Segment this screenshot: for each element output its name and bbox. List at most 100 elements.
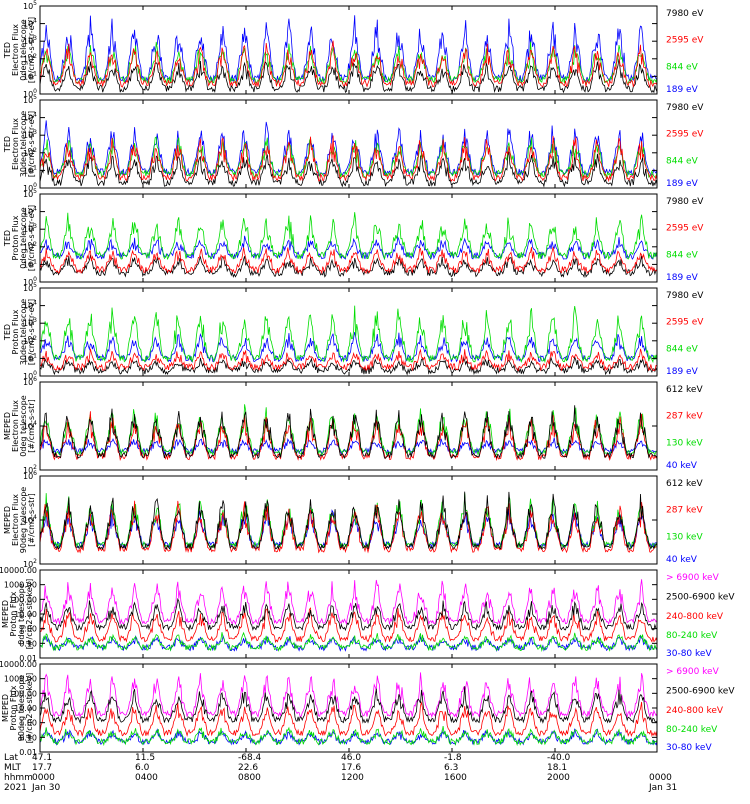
legend-entry: 612 keV bbox=[666, 385, 703, 395]
legend-entry: 30-80 keV bbox=[666, 743, 712, 753]
orbit-mlt-value: 6.3 bbox=[444, 763, 458, 773]
series-line-80-240-kev bbox=[39, 726, 658, 747]
y-axis-label-line: MEPED bbox=[3, 506, 12, 534]
y-tick-label: 10000.00 bbox=[0, 660, 37, 669]
plot-frame bbox=[39, 287, 658, 377]
y-axis-label-line: 0deg telescope bbox=[17, 583, 26, 644]
y-tick-label: 10.00 bbox=[14, 704, 37, 713]
y-tick-label: 10000.00 bbox=[0, 566, 37, 575]
legend-entry: 7980 eV bbox=[666, 103, 704, 113]
y-axis-label-line: TED bbox=[3, 136, 12, 153]
series-line-2595-ev bbox=[39, 135, 658, 183]
y-axis-label-line: [#/cm2-s-str-eV] bbox=[27, 17, 36, 83]
y-tick-label: 100 bbox=[23, 276, 37, 287]
legend-entry: 30-80 keV bbox=[666, 649, 712, 659]
series-line-844-ev bbox=[39, 41, 658, 85]
legend-entry: 240-800 keV bbox=[666, 612, 724, 622]
legend-entry: 2595 eV bbox=[666, 130, 704, 140]
panel-5: 102 104 106 MEPED Electron Flux 0deg telescop… bbox=[3, 376, 703, 475]
series-line-30-80-kev bbox=[39, 634, 658, 653]
orbit-hhmm-value: 0800 bbox=[238, 773, 261, 783]
y-tick-label: 100 bbox=[23, 88, 37, 99]
y-axis-label-line: 30deg telescope bbox=[19, 299, 28, 366]
orbit-lat-value: -40.0 bbox=[547, 753, 571, 763]
legend-entry: 189 eV bbox=[666, 367, 699, 377]
y-tick-label: 1.00 bbox=[19, 625, 37, 634]
y-axis-label-line: [#/cm2-s-str-eV] bbox=[27, 205, 36, 271]
legend-entry: 40 keV bbox=[666, 555, 698, 565]
y-tick-label: 0.10 bbox=[19, 639, 37, 648]
legend-entry: 130 keV bbox=[666, 532, 703, 542]
legend-entry: 2595 eV bbox=[666, 36, 704, 46]
y-tick-label: 100 bbox=[23, 182, 37, 193]
y-tick-label: 104 bbox=[23, 18, 37, 29]
y-tick-label: 101 bbox=[23, 258, 37, 269]
y-axis-label-line: Proton Flux bbox=[11, 309, 20, 354]
series-line-189-ev bbox=[39, 120, 658, 177]
y-axis-label-line: MEPED bbox=[1, 694, 10, 722]
series-line-2595-ev bbox=[39, 246, 658, 275]
legend-entry: 287 keV bbox=[666, 506, 703, 516]
y-tick-label: 101 bbox=[23, 164, 37, 175]
y-axis-label-line: MEPED bbox=[3, 412, 12, 440]
legend-entry: 2595 eV bbox=[666, 224, 704, 234]
y-tick-label: 1.00 bbox=[19, 719, 37, 728]
y-axis-label-line: 30deg telescope bbox=[19, 111, 28, 178]
legend-entry: 2500-6900 keV bbox=[666, 686, 735, 696]
panel-3: 100 101 102 103 104 105 TED Proton Flux 0deg tel… bbox=[3, 188, 704, 287]
legend-entry: 844 eV bbox=[666, 156, 699, 166]
orbit-hhmm-value: 2000 bbox=[547, 773, 570, 783]
y-axis-label-line: TED bbox=[3, 42, 12, 59]
y-axis-label-line: 0deg telescope bbox=[19, 395, 28, 456]
orbit-mlt-value: 6.0 bbox=[135, 763, 150, 773]
orbit-hhmm-value: 0000 bbox=[649, 773, 672, 783]
y-axis-label-line: [#/cm2-s-str-eV] bbox=[27, 111, 36, 177]
orbit-mlt-value: 18.1 bbox=[547, 763, 567, 773]
legend-entry: 287 keV bbox=[666, 412, 703, 422]
y-tick-label: 105 bbox=[23, 282, 37, 293]
legend-entry: 189 eV bbox=[666, 179, 699, 189]
orbit-lat-value: -1.8 bbox=[444, 753, 462, 763]
legend-entry: 844 eV bbox=[666, 62, 699, 72]
y-axis-label-line: TED bbox=[3, 324, 12, 341]
legend-entry: > 6900 keV bbox=[666, 573, 720, 583]
y-tick-label: 104 bbox=[23, 206, 37, 217]
y-axis-label-line: Proton Flux bbox=[9, 591, 18, 636]
y-axis-label-line: [#/cm2-s-str] bbox=[27, 493, 36, 546]
series-line-130-kev bbox=[39, 493, 658, 549]
y-axis-label-line: 90deg telescope bbox=[19, 487, 28, 554]
series-line-612-kev bbox=[39, 405, 658, 460]
y-tick-label: 103 bbox=[23, 317, 37, 328]
legend-entry: 189 eV bbox=[666, 85, 699, 95]
series-line-2595-ev bbox=[39, 348, 658, 372]
y-tick-label: 101 bbox=[23, 352, 37, 363]
y-tick-label: 104 bbox=[23, 112, 37, 123]
y-tick-label: 106 bbox=[23, 470, 37, 481]
legend-entry: 2500-6900 keV bbox=[666, 592, 735, 602]
y-tick-label: 0.01 bbox=[19, 748, 37, 757]
y-tick-label: 10.00 bbox=[14, 610, 37, 619]
legend-entry: 844 eV bbox=[666, 250, 699, 260]
y-tick-label: 100.00 bbox=[9, 595, 37, 604]
panel-6: 102 104 106 MEPED Electron Flux 90deg telesco… bbox=[3, 470, 703, 569]
legend-entry: 7980 eV bbox=[666, 197, 704, 207]
legend-entry: 80-240 keV bbox=[666, 725, 718, 735]
legend-entry: 844 eV bbox=[666, 344, 699, 354]
y-tick-label: 103 bbox=[23, 35, 37, 46]
y-tick-label: 103 bbox=[23, 223, 37, 234]
y-axis-label-line: 90deg telescope bbox=[17, 675, 26, 742]
y-tick-label: 1000.00 bbox=[4, 581, 37, 590]
y-tick-label: 0.10 bbox=[19, 733, 37, 742]
series-line-2500-6900-kev bbox=[39, 597, 658, 632]
legend-entry: 7980 eV bbox=[666, 291, 704, 301]
orbit-hhmm-value: 1200 bbox=[341, 773, 364, 783]
y-tick-label: 102 bbox=[23, 147, 37, 158]
orbit-row-label: Lat bbox=[4, 753, 19, 763]
panel-2: 100 101 102 103 104 105 TED Electron Flux 30deg … bbox=[3, 94, 704, 193]
series-line-287-kev bbox=[39, 500, 658, 554]
legend-entry: 80-240 keV bbox=[666, 631, 718, 641]
y-tick-label: 102 bbox=[23, 464, 37, 475]
y-axis-label-line: TED bbox=[3, 230, 12, 247]
series-line-844-ev bbox=[39, 212, 658, 261]
